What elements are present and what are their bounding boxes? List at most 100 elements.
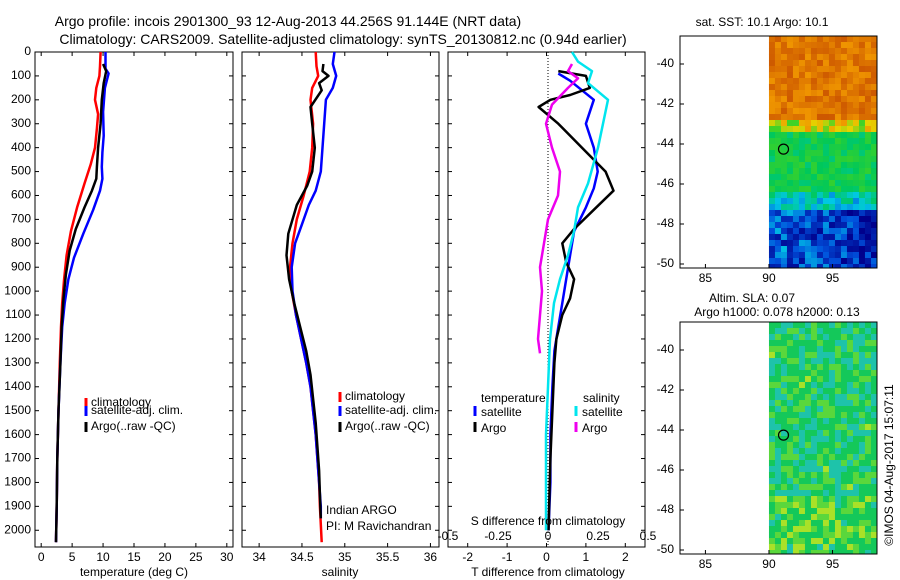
map-cell — [834, 246, 842, 253]
map-cell — [858, 180, 866, 187]
map-cell — [774, 66, 782, 73]
map-cell — [840, 228, 848, 235]
map-cell — [804, 66, 812, 73]
map-cell — [858, 424, 866, 431]
lon-tick-label: 90 — [762, 271, 776, 285]
map-cell — [858, 96, 866, 103]
map-cell — [816, 258, 824, 265]
map-cell — [786, 102, 794, 109]
map-cell — [780, 132, 788, 139]
map-cell — [786, 406, 794, 413]
map-cell — [810, 138, 818, 145]
map-cell — [846, 138, 854, 145]
map-cell — [870, 538, 878, 545]
map-cell — [834, 228, 842, 235]
map-cell — [792, 126, 800, 133]
map-cell — [852, 228, 860, 235]
map-cell — [828, 490, 836, 497]
map-cell — [804, 526, 812, 533]
map-cell — [834, 126, 842, 133]
map-cell — [810, 210, 818, 217]
map-cell — [822, 90, 830, 97]
map-cell — [786, 352, 794, 359]
map-cell — [852, 174, 860, 181]
map-cell — [840, 144, 848, 151]
map-cell — [792, 448, 800, 455]
map-cell — [798, 138, 806, 145]
map-cell — [810, 84, 818, 91]
map-cell — [792, 42, 800, 49]
map-cell — [804, 448, 812, 455]
map-cell — [852, 490, 860, 497]
map-cell — [828, 156, 836, 163]
map-cell — [864, 42, 872, 49]
map-cell — [822, 328, 830, 335]
map-cell — [810, 54, 818, 61]
map-cell — [768, 352, 776, 359]
map-cell — [852, 72, 860, 79]
map-cell — [780, 144, 788, 151]
map-cell — [846, 376, 854, 383]
map-cell — [798, 258, 806, 265]
map-cell — [828, 544, 836, 551]
map-cell — [786, 364, 794, 371]
difference-lines — [536, 51, 615, 531]
depth-tick-label: 1200 — [4, 331, 31, 345]
map-cell — [858, 156, 866, 163]
map-cell — [846, 406, 854, 413]
map-cell — [822, 192, 830, 199]
map-cell — [870, 84, 878, 91]
map-cell — [858, 162, 866, 169]
map-cell — [786, 96, 794, 103]
map-cell — [786, 144, 794, 151]
map-cell — [828, 78, 836, 85]
map-cell — [804, 388, 812, 395]
map-cell — [846, 222, 854, 229]
map-cell — [870, 54, 878, 61]
lat-tick-label: -42 — [657, 96, 675, 110]
map-cell — [798, 346, 806, 353]
map-cell — [858, 340, 866, 347]
map-cell — [780, 114, 788, 121]
map-cell — [774, 406, 782, 413]
map-cell — [840, 454, 848, 461]
map-cell — [864, 424, 872, 431]
map-cell — [798, 364, 806, 371]
map-cell — [846, 42, 854, 49]
map-cell — [810, 466, 818, 473]
map-cell — [816, 436, 824, 443]
map-cell — [804, 252, 812, 259]
map-cell — [810, 370, 818, 377]
map-cell — [768, 162, 776, 169]
map-cell — [864, 132, 872, 139]
map-cell — [804, 346, 812, 353]
map-cell — [798, 66, 806, 73]
map-cell — [846, 334, 854, 341]
map-cell — [822, 406, 830, 413]
map-cell — [870, 66, 878, 73]
map-cell — [804, 424, 812, 431]
map-cell — [798, 114, 806, 121]
map-cell — [834, 394, 842, 401]
map-cell — [768, 246, 776, 253]
map-cell — [858, 460, 866, 467]
map-cell — [864, 532, 872, 539]
map-cell — [816, 490, 824, 497]
map-cell — [792, 352, 800, 359]
map-cell — [870, 120, 878, 127]
map-cell — [852, 334, 860, 341]
map-cell — [780, 352, 788, 359]
map-cell — [852, 234, 860, 241]
map-cell — [816, 520, 824, 527]
map-cell — [780, 216, 788, 223]
map-cell — [840, 60, 848, 67]
map-cell — [822, 460, 830, 467]
map-cell — [834, 252, 842, 259]
map-cell — [768, 322, 776, 329]
map-cell — [786, 424, 794, 431]
x-tick-label: 0 — [543, 550, 550, 564]
map-cell — [858, 436, 866, 443]
map-cell — [768, 460, 776, 467]
map-cell — [822, 502, 830, 509]
map-cell — [768, 252, 776, 259]
